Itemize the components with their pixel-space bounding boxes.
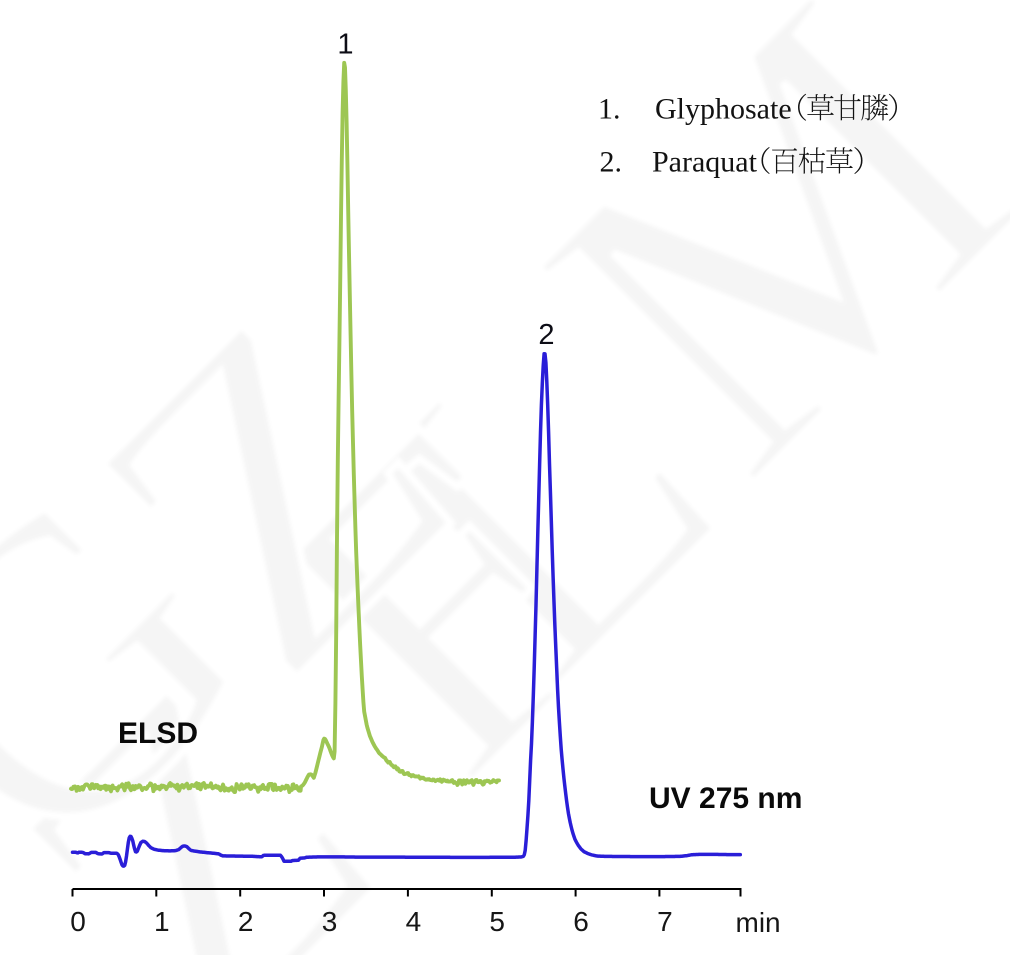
svg-text:3: 3 bbox=[322, 906, 338, 937]
svg-text:7: 7 bbox=[657, 906, 673, 937]
svg-text:1: 1 bbox=[337, 29, 353, 61]
svg-text:min: min bbox=[736, 907, 781, 938]
svg-text:5: 5 bbox=[489, 906, 505, 937]
svg-text:Paraquat: Paraquat bbox=[652, 146, 758, 179]
svg-text:1.: 1. bbox=[598, 92, 621, 125]
svg-text:6: 6 bbox=[573, 906, 589, 937]
svg-text:Glyphosate: Glyphosate bbox=[655, 92, 792, 125]
svg-text:4: 4 bbox=[406, 906, 422, 937]
svg-text:2: 2 bbox=[238, 906, 254, 937]
svg-text:UV 275 nm: UV 275 nm bbox=[649, 782, 802, 815]
svg-text:2.: 2. bbox=[600, 146, 623, 179]
svg-text:ELSD: ELSD bbox=[118, 717, 198, 750]
svg-text:2: 2 bbox=[538, 319, 554, 351]
svg-text:0: 0 bbox=[70, 906, 86, 937]
svg-text:1: 1 bbox=[154, 906, 170, 937]
